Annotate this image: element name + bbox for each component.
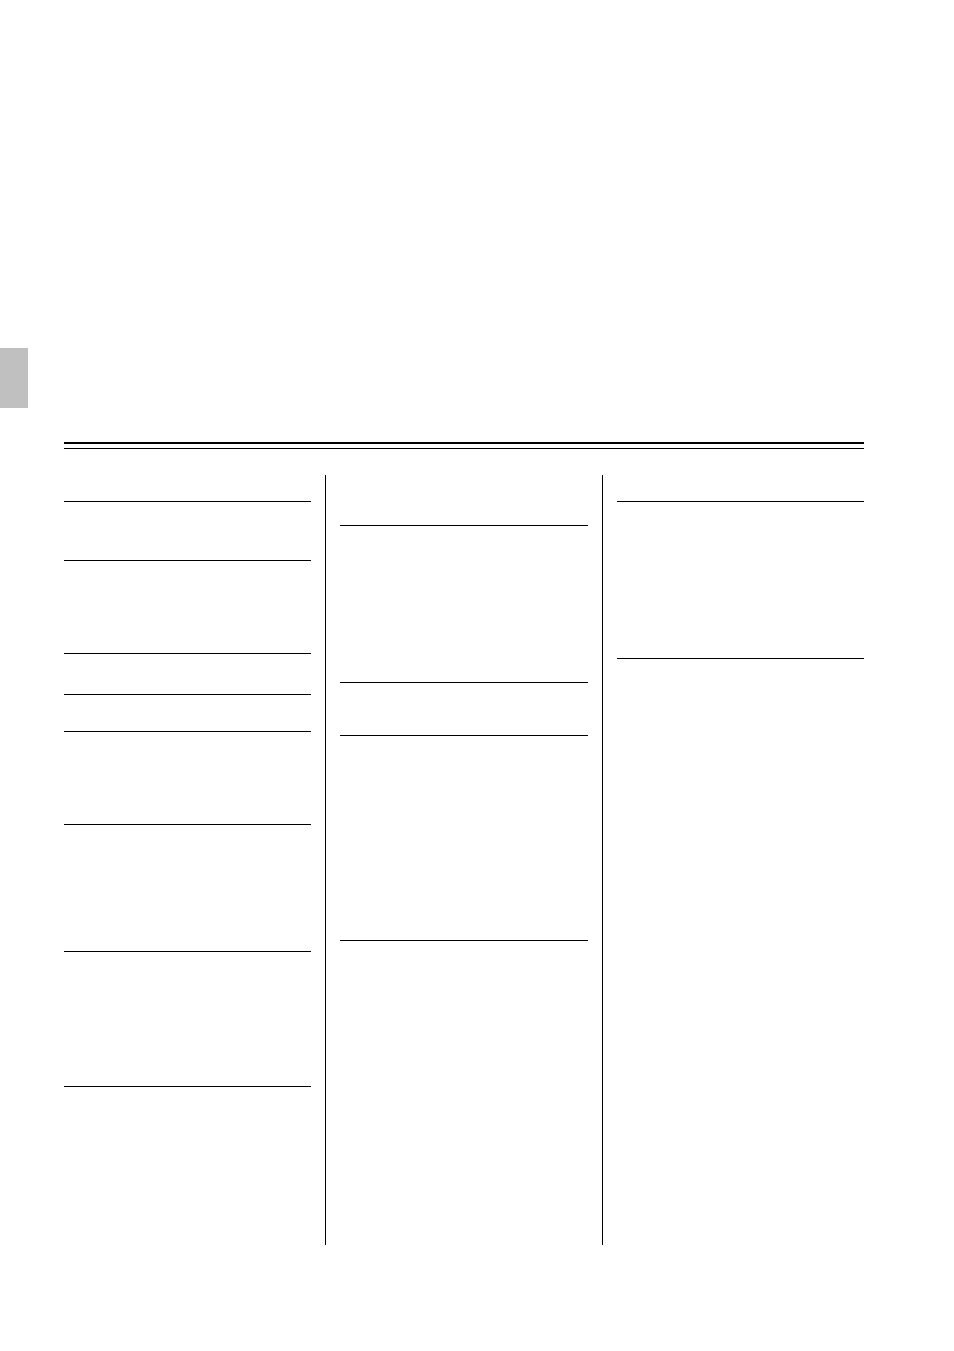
spacer [340, 526, 587, 682]
column-2 [325, 475, 602, 1245]
columns [64, 475, 864, 1245]
spacer [617, 475, 864, 501]
top-rule-heavy [64, 442, 864, 444]
top-rule-thin [64, 448, 864, 449]
spacer [64, 695, 311, 731]
spacer [64, 502, 311, 560]
content-area [64, 442, 864, 1245]
divider [340, 940, 587, 941]
column-3 [603, 475, 864, 1245]
spacer [340, 683, 587, 735]
divider [617, 658, 864, 659]
spacer [340, 475, 587, 525]
spacer [64, 561, 311, 653]
divider [64, 1086, 311, 1087]
column-1 [64, 475, 325, 1245]
spacer [64, 732, 311, 824]
spacer [64, 825, 311, 951]
spacer [340, 736, 587, 940]
spacer [64, 654, 311, 694]
spacer [64, 475, 311, 501]
side-tab [0, 348, 28, 408]
spacer [617, 502, 864, 658]
spacer [64, 952, 311, 1086]
